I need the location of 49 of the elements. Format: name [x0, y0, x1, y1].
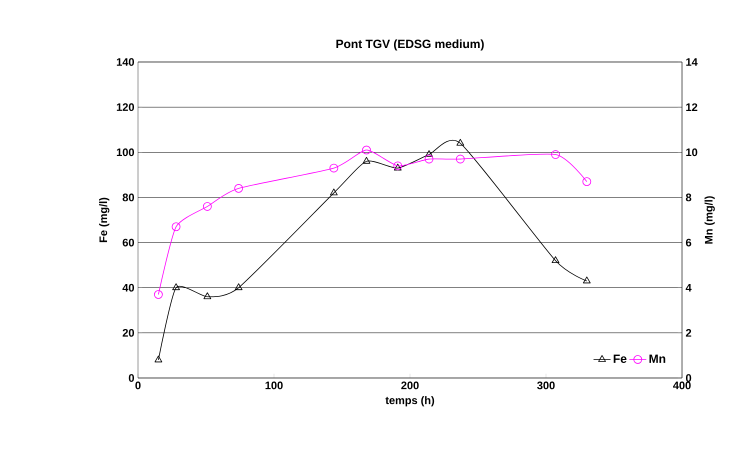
- y-tick-label: 140: [116, 58, 134, 66]
- point: [424, 154, 434, 164]
- point: [234, 184, 244, 193]
- point: [394, 164, 402, 170]
- y-tick-label: 20: [122, 328, 134, 337]
- x-tick-label: 100: [266, 382, 283, 390]
- point: [552, 256, 560, 264]
- y-tick-label: 60: [122, 238, 134, 246]
- y-tick-label: 120: [116, 103, 134, 112]
- point: [456, 154, 465, 164]
- y2-tick-label: 6: [686, 238, 692, 246]
- chart-title: Pont TGV (EDSG medium): [336, 39, 484, 50]
- y-tick-label: 0: [128, 374, 134, 382]
- point: [204, 292, 212, 300]
- legend-label: Fe: [614, 354, 626, 363]
- x-tick-label: 200: [401, 382, 419, 390]
- point: [202, 202, 212, 211]
- point: [154, 290, 163, 299]
- y2-tick-label: 12: [686, 103, 698, 111]
- y-tick-label: 40: [122, 284, 134, 292]
- y-axis-title: Fe (mg/l): [99, 198, 110, 242]
- y2-tick-label: 8: [686, 194, 692, 202]
- point: [362, 156, 370, 164]
- y-tick-label: 80: [122, 194, 134, 202]
- legend-label: Mn: [649, 354, 666, 363]
- y2-tick-label: 14: [686, 58, 698, 66]
- point: [393, 161, 402, 170]
- point: [551, 150, 560, 159]
- x-tick-label: 400: [673, 382, 691, 390]
- y2-tick-label: 2: [686, 329, 692, 337]
- y2-tick-label: 10: [686, 148, 698, 156]
- x-tick-label: 300: [537, 382, 555, 390]
- y2-axis-title: Mn (mg/l): [704, 196, 715, 244]
- x-axis-title: temps (h): [385, 396, 434, 406]
- point: [154, 356, 162, 362]
- point: [172, 222, 180, 232]
- point: [172, 283, 180, 290]
- point: [582, 177, 592, 186]
- point: [362, 146, 371, 154]
- y-tick-label: 100: [116, 148, 134, 156]
- point: [330, 188, 338, 196]
- point: [425, 150, 433, 157]
- point: [582, 276, 591, 284]
- y2-tick-label: 0: [686, 374, 692, 382]
- point: [329, 164, 338, 172]
- point: [456, 138, 464, 146]
- x-tick-label: 0: [135, 382, 141, 390]
- point: [234, 283, 242, 290]
- y2-tick-label: 4: [686, 284, 692, 292]
